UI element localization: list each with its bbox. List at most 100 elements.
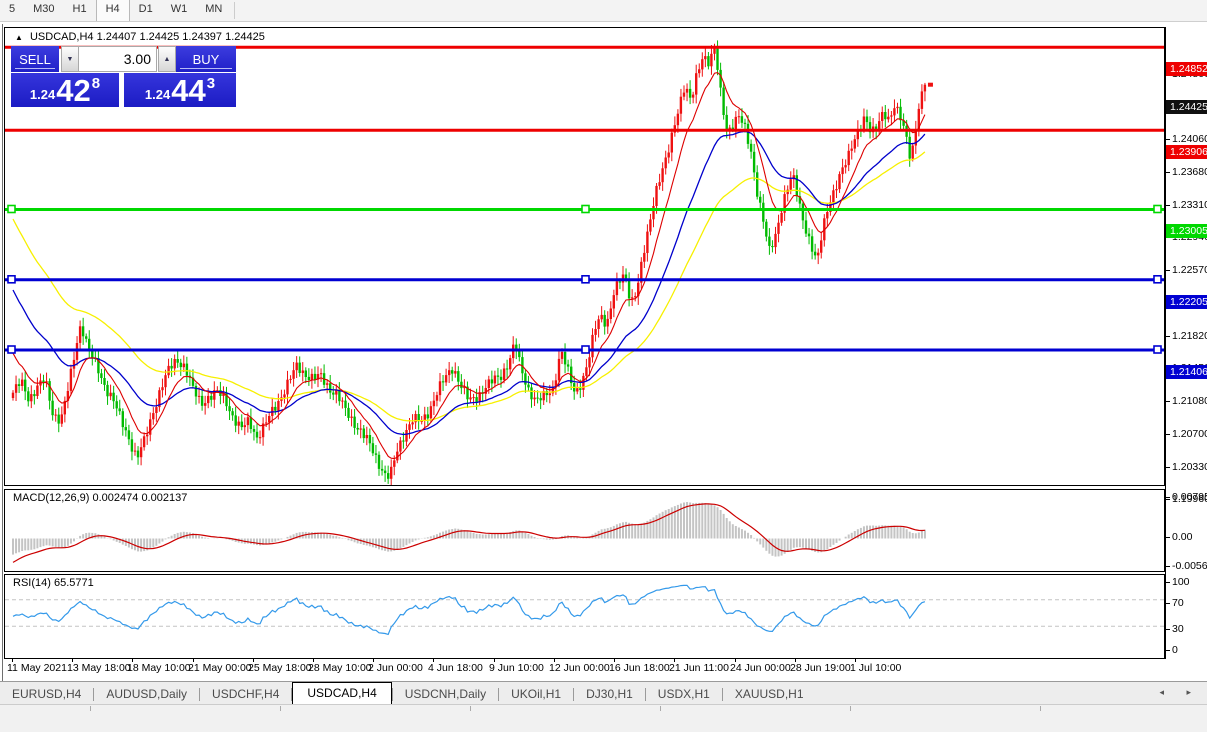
tab-scroll-arrows[interactable]: ◂ ▸ xyxy=(1159,687,1201,697)
rsi-chart xyxy=(5,584,1164,636)
status-strip xyxy=(0,704,1207,732)
time-tick xyxy=(795,658,796,662)
rsi-axis-label: 0 xyxy=(1166,644,1178,656)
toolbar-separator xyxy=(234,2,236,19)
timeframe-button-mn[interactable]: MN xyxy=(205,3,223,15)
chart-tab-ukoil[interactable]: UKOil,H1 xyxy=(511,687,562,701)
macd-main-value: 0.002474 xyxy=(92,492,139,504)
chart-tab-usdchf[interactable]: USDCHF,H4 xyxy=(212,687,280,701)
rsi-axis-label: 30 xyxy=(1166,623,1184,635)
main-chart-panel[interactable]: ▲ USDCAD,H4 1.24407 1.24425 1.24397 1.24… xyxy=(4,27,1165,486)
timeframe-button-w1[interactable]: W1 xyxy=(170,3,188,15)
time-label: 21 Jun 11:00 xyxy=(669,662,729,674)
chart-tab-xauusd[interactable]: XAUUSD,H1 xyxy=(734,687,804,701)
macd-axis-label: 0.00 xyxy=(1166,531,1193,543)
time-label: 13 May 18:00 xyxy=(67,662,131,674)
price-tick: 1.20330 xyxy=(1166,461,1207,473)
chart-title: USDCAD,H4 xyxy=(29,31,94,43)
tab-separator xyxy=(199,688,201,701)
time-tick xyxy=(193,658,194,662)
rsi-panel[interactable]: RSI(14) 65.5771 xyxy=(4,574,1165,659)
sell-price-big: 42 xyxy=(56,73,91,108)
chart-tab-usdx[interactable]: USDX,H1 xyxy=(657,687,710,701)
tab-separator xyxy=(573,688,575,701)
macd-axis-label: 0.007959 xyxy=(1166,491,1207,503)
time-tick xyxy=(132,658,133,662)
time-tick xyxy=(494,658,495,662)
ohlc-close: 1.24425 xyxy=(225,31,265,43)
ohlc-high: 1.24425 xyxy=(139,31,180,43)
time-label: 4 Jun 18:00 xyxy=(428,662,483,674)
chart-tab-dj30[interactable]: DJ30,H1 xyxy=(586,687,633,701)
spin-up-icon: ▲ xyxy=(163,55,171,63)
price-tick: 1.20700 xyxy=(1166,428,1207,440)
chart-tab-eurusd[interactable]: EURUSD,H4 xyxy=(12,687,82,701)
sell-button[interactable]: SELL xyxy=(11,46,59,72)
hline-price-badge: 1.23005 xyxy=(1166,224,1207,238)
timeframe-button-h1[interactable]: H1 xyxy=(72,3,87,15)
ohlc-low: 1.24397 xyxy=(182,31,223,43)
tab-separator xyxy=(498,688,500,701)
volume-decrease-button[interactable]: ▼ xyxy=(61,46,79,72)
macd-signal-value: 0.002137 xyxy=(141,492,188,504)
chart-tab-audusd[interactable]: AUDUSD,Daily xyxy=(106,687,188,701)
chart-tab-usdcnh[interactable]: USDCNH,Daily xyxy=(404,687,487,701)
price-tick: 1.22570 xyxy=(1166,264,1207,276)
time-tick xyxy=(253,658,254,662)
chart-header: ▲ USDCAD,H4 1.24407 1.24425 1.24397 1.24… xyxy=(15,31,265,43)
price-tick: 1.21820 xyxy=(1166,330,1207,342)
timeframe-button-h4[interactable]: H4 xyxy=(95,0,130,21)
time-label: 28 Jun 19:00 xyxy=(790,662,851,674)
chart-window: ▲ USDCAD,H4 1.24407 1.24425 1.24397 1.24… xyxy=(0,22,1207,732)
tab-separator xyxy=(291,688,293,701)
price-tick: 1.23680 xyxy=(1166,166,1207,178)
hline-price-badge: 1.22205 xyxy=(1166,295,1207,309)
volume-increase-button[interactable]: ▲ xyxy=(158,46,176,72)
time-tick xyxy=(72,658,73,662)
tab-separator xyxy=(721,688,723,701)
time-tick xyxy=(735,658,736,662)
candlestick-chart[interactable] xyxy=(5,28,1164,485)
price-axis[interactable]: 1.248001.244301.240601.236801.233101.229… xyxy=(1165,27,1207,659)
chart-tab-bar: EURUSD,H4 AUDUSD,Daily USDCHF,H4 USDCAD,H4 U… xyxy=(0,681,1207,704)
chart-tab-usdcad[interactable]: USDCAD,H4 xyxy=(292,682,392,704)
ohlc-open: 1.24407 xyxy=(96,31,137,43)
time-tick xyxy=(855,658,856,662)
macd-chart xyxy=(12,502,926,563)
macd-panel[interactable]: MACD(12,26,9) 0.002474 0.002137 xyxy=(4,489,1165,572)
one-click-trade-panel: SELL ▼ ▲ BUY 1.24 42 8 1.24 44 3 xyxy=(11,46,236,107)
price-tick: 1.21080 xyxy=(1166,395,1207,407)
timeframe-toolbar: 5 M30 H1 H4 D1 W1 MN xyxy=(0,0,1207,22)
sell-price-pip: 8 xyxy=(91,75,101,92)
buy-price-prefix: 1.24 xyxy=(144,87,171,102)
tab-separator xyxy=(93,688,95,701)
window-left-border xyxy=(2,24,3,682)
rsi-axis-label: 70 xyxy=(1166,597,1184,609)
timeframe-button-m30[interactable]: M30 xyxy=(33,3,55,15)
buy-price-display[interactable]: 1.24 44 3 xyxy=(124,73,236,107)
time-label: 18 May 10:00 xyxy=(127,662,191,674)
macd-name: MACD(12,26,9) xyxy=(13,492,90,504)
time-label: 25 May 18:00 xyxy=(248,662,312,674)
buy-price-big: 44 xyxy=(171,73,206,108)
price-tick: 1.24060 xyxy=(1166,133,1207,145)
hline-price-badge: 1.21406 xyxy=(1166,365,1207,379)
volume-input[interactable] xyxy=(78,46,157,72)
timeframe-button-d1[interactable]: D1 xyxy=(138,3,153,15)
buy-button[interactable]: BUY xyxy=(176,46,236,72)
time-tick xyxy=(313,658,314,662)
rsi-axis-label: 100 xyxy=(1166,576,1190,588)
rsi-value: 65.5771 xyxy=(53,577,94,589)
macd-axis-label: -0.005667 xyxy=(1166,560,1207,572)
rsi-name: RSI(14) xyxy=(13,577,51,589)
spin-down-icon: ▼ xyxy=(66,55,74,63)
timeframe-button-5[interactable]: 5 xyxy=(9,3,16,15)
hline-price-badge: 1.24852 xyxy=(1166,62,1207,76)
sell-price-display[interactable]: 1.24 42 8 xyxy=(11,73,119,107)
time-label: 1 Jul 10:00 xyxy=(850,662,902,674)
time-axis[interactable]: 11 May 2021 13 May 18:00 18 May 10:00 21 Ma… xyxy=(4,658,1207,681)
time-label: 9 Jun 10:00 xyxy=(489,662,544,674)
collapse-arrow-icon[interactable]: ▲ xyxy=(15,33,23,42)
time-label: 24 Jun 00:00 xyxy=(730,662,791,674)
time-tick xyxy=(373,658,374,662)
